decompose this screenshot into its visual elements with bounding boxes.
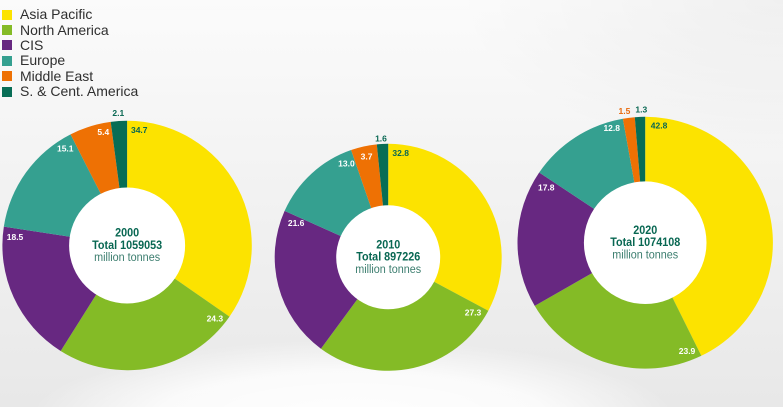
- svg-text:34.7: 34.7: [131, 125, 148, 135]
- svg-text:1.5: 1.5: [619, 106, 631, 116]
- svg-text:2020: 2020: [633, 224, 657, 237]
- svg-text:17.8: 17.8: [538, 183, 555, 193]
- svg-text:21.6: 21.6: [288, 218, 305, 228]
- svg-text:million tonnes: million tonnes: [355, 263, 421, 276]
- svg-text:42.8: 42.8: [651, 121, 668, 131]
- svg-text:27.3: 27.3: [465, 308, 482, 318]
- svg-text:2000: 2000: [115, 227, 139, 240]
- svg-text:24.3: 24.3: [207, 314, 224, 324]
- svg-text:5.4: 5.4: [97, 127, 109, 137]
- svg-text:Total 1059053: Total 1059053: [92, 239, 162, 252]
- svg-text:3.7: 3.7: [361, 151, 373, 161]
- svg-text:18.5: 18.5: [7, 232, 24, 242]
- svg-text:13.0: 13.0: [338, 159, 355, 169]
- svg-text:1.3: 1.3: [635, 105, 647, 115]
- svg-text:Total 897226: Total 897226: [356, 251, 420, 264]
- svg-text:12.8: 12.8: [603, 123, 620, 133]
- svg-text:32.8: 32.8: [392, 148, 409, 158]
- svg-text:million tonnes: million tonnes: [612, 249, 678, 262]
- svg-text:2.1: 2.1: [112, 108, 124, 118]
- svg-text:2010: 2010: [376, 239, 400, 252]
- svg-text:23.9: 23.9: [679, 346, 696, 356]
- svg-text:Total 1074108: Total 1074108: [610, 237, 680, 250]
- svg-text:1.6: 1.6: [375, 133, 387, 143]
- svg-text:15.1: 15.1: [57, 143, 74, 153]
- svg-text:million tonnes: million tonnes: [94, 252, 160, 265]
